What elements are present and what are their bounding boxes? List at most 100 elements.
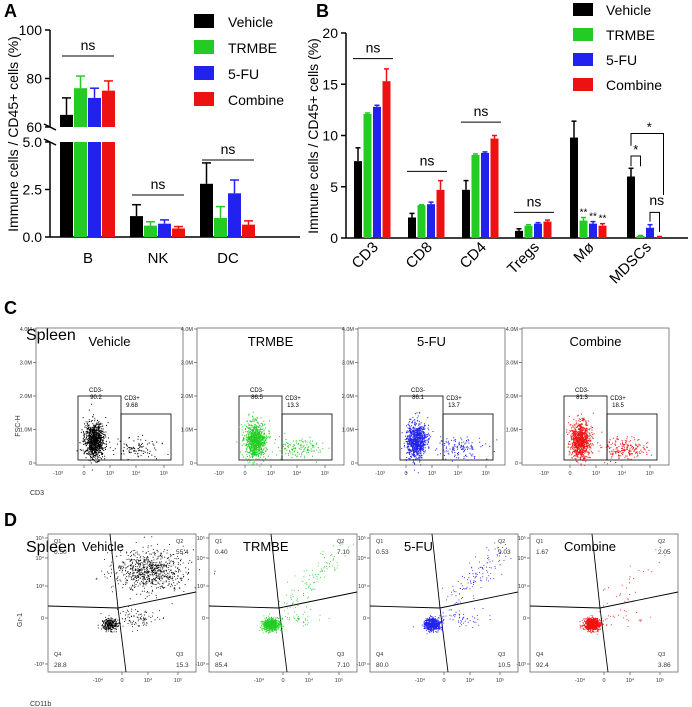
quadrant-value: 9.03 xyxy=(498,549,511,556)
quadrant-value: 10.5 xyxy=(498,662,511,669)
quadrant-line xyxy=(529,605,601,609)
plot-title: 5-FU xyxy=(417,334,446,349)
bar-combine-1 xyxy=(436,189,445,238)
quadrant-name: Q1 xyxy=(376,539,383,545)
quadrant-line xyxy=(270,533,280,609)
gate-cd3-pos xyxy=(442,413,494,461)
y-tick-label: 1.0M xyxy=(20,428,33,434)
x-tick-label: -10³ xyxy=(214,471,224,477)
y-tick-label: 2.0M xyxy=(506,394,519,400)
facs-plot-c-combine: 0 1.0M 2.0M 3.0M 4.0M -10³ 0 10³ 10⁴ 10⁵ Combine CD… xyxy=(506,327,670,477)
x-axis-label: CD3 xyxy=(30,490,44,497)
bar-combine-b-lower xyxy=(102,142,115,237)
quadrant-line xyxy=(109,533,119,609)
bar-vehicle-4 xyxy=(570,137,578,238)
quadrant-line xyxy=(599,591,679,609)
y-tick-label: 4.0M xyxy=(342,327,355,333)
y-tick-label: 3.0M xyxy=(20,361,33,367)
facs-plot-c-5-fu: 0 1.0M 2.0M 3.0M 4.0M -10³ 0 10³ 10⁴ 10⁵ 5-FU CD3-8… xyxy=(342,327,506,477)
panel-d-title: Spleen xyxy=(26,539,76,556)
y-tick-label: 3.0M xyxy=(342,361,355,367)
x-tick-label: -10³ xyxy=(53,471,63,477)
scatter-points xyxy=(412,542,512,635)
x-tick-label: -10⁴ xyxy=(415,677,426,684)
y-tick-label: 10⁴ xyxy=(36,555,45,562)
x-tick-label: 10⁴ xyxy=(618,470,627,477)
significance-label: ns xyxy=(420,152,435,168)
y-tick-label: 10⁴ xyxy=(197,555,206,562)
x-tick-label: -10⁴ xyxy=(254,677,265,684)
plot-frame xyxy=(357,327,506,466)
legend-label: 5-FU xyxy=(228,66,259,82)
quadrant-value: 15.3 xyxy=(176,662,189,669)
quadrant-value: 7.10 xyxy=(337,549,350,556)
legend-label: TRMBE xyxy=(228,40,277,56)
y-tick-label: 10³ xyxy=(197,584,205,590)
significance-bracket xyxy=(630,132,664,195)
y-axis-label: Immune cells / CD45+ cells (%) xyxy=(5,36,21,232)
quadrant-name: Q4 xyxy=(54,652,61,658)
bar-combine-b xyxy=(102,90,115,127)
y-tick-label: -10³ xyxy=(195,662,205,668)
y-tick-label: 4.0M xyxy=(506,327,519,333)
y-tick-label: 2.0M xyxy=(342,394,355,400)
x-tick-label: NK xyxy=(148,250,169,267)
scatter-points xyxy=(401,411,498,474)
x-tick-label: -10³ xyxy=(375,471,385,477)
x-tick-label: -10⁴ xyxy=(575,677,586,684)
quadrant-line xyxy=(439,607,449,673)
facs-plot-c-trmbe: 0 1.0M 2.0M 3.0M 4.0M -10³ 0 10³ 10⁴ 10⁵ TRMBE CD3-… xyxy=(181,327,345,477)
facs-plot-d-5-fu: -10³ 0 10³ 10⁴ 10⁵ -10⁴ 0 10⁴ 10⁵ Q1 0.53 Q2 9.03 Q3 1… xyxy=(356,533,519,684)
bar-5-fu-1 xyxy=(427,204,435,238)
x-tick-label: 10⁴ xyxy=(626,677,635,684)
legend-swatch-trmbe xyxy=(194,40,214,54)
legend-swatch-5-fu xyxy=(573,53,593,66)
y-tick-label: 10⁵ xyxy=(197,535,205,542)
plot-title: Combine xyxy=(564,539,616,554)
legend-swatch-vehicle xyxy=(573,3,593,16)
significance-label: * xyxy=(633,142,638,157)
chart-c: Spleen FSC-H CD3 0 1.0M 2.0M 3.0M 4.0M -10³ 0 10³ 1… xyxy=(15,327,670,497)
bar-vehicle-dc xyxy=(200,183,213,237)
bar-combine-4 xyxy=(598,225,607,238)
gate-value: 81.3 xyxy=(576,395,588,401)
x-tick-label: 10⁴ xyxy=(466,677,475,684)
significance-label: ** xyxy=(580,208,588,219)
x-tick-label: DC xyxy=(217,250,239,267)
bar-combine-5 xyxy=(655,236,664,238)
y-tick-label: 4.0M xyxy=(181,327,194,333)
legend-label: Vehicle xyxy=(606,2,651,18)
y-tick-label: 0 xyxy=(29,461,32,467)
plot-title: 5-FU xyxy=(404,539,433,554)
y-tick-label: 0 xyxy=(190,461,193,467)
legend-label: Combine xyxy=(228,92,284,108)
x-tick-label: 10³ xyxy=(267,471,275,477)
scatter-points xyxy=(236,411,330,468)
x-tick-label: CD3 xyxy=(349,239,382,272)
quadrant-line xyxy=(117,591,197,609)
y-tick-label: 20 xyxy=(322,25,338,41)
bar-vehicle-5 xyxy=(627,176,635,238)
quadrant-name: Q1 xyxy=(215,539,222,545)
gate-value: 13.3 xyxy=(287,403,299,409)
significance-bracket xyxy=(630,155,641,167)
x-tick-label: Tregs xyxy=(504,239,543,278)
y-tick-label: 0 xyxy=(515,461,518,467)
x-tick-label: 10⁵ xyxy=(482,470,490,477)
x-tick-label: CD4 xyxy=(457,239,490,272)
significance-label: * xyxy=(647,119,652,134)
gate-value: 18.5 xyxy=(612,403,624,409)
gate-label: CD3+ xyxy=(285,396,301,402)
panel-c-title: Spleen xyxy=(26,327,76,344)
y-tick-label: 2.0M xyxy=(20,394,33,400)
quadrant-line xyxy=(278,591,358,609)
panel-label-a: A xyxy=(4,1,17,21)
x-tick-label: 10⁴ xyxy=(305,677,314,684)
plot-title: Combine xyxy=(569,334,621,349)
quadrant-value: 0.40 xyxy=(215,549,228,556)
plot-frame xyxy=(35,327,184,466)
legend-swatch-5-fu xyxy=(194,66,214,80)
panel-label-c: C xyxy=(4,298,17,318)
legend-label: Combine xyxy=(606,77,662,93)
